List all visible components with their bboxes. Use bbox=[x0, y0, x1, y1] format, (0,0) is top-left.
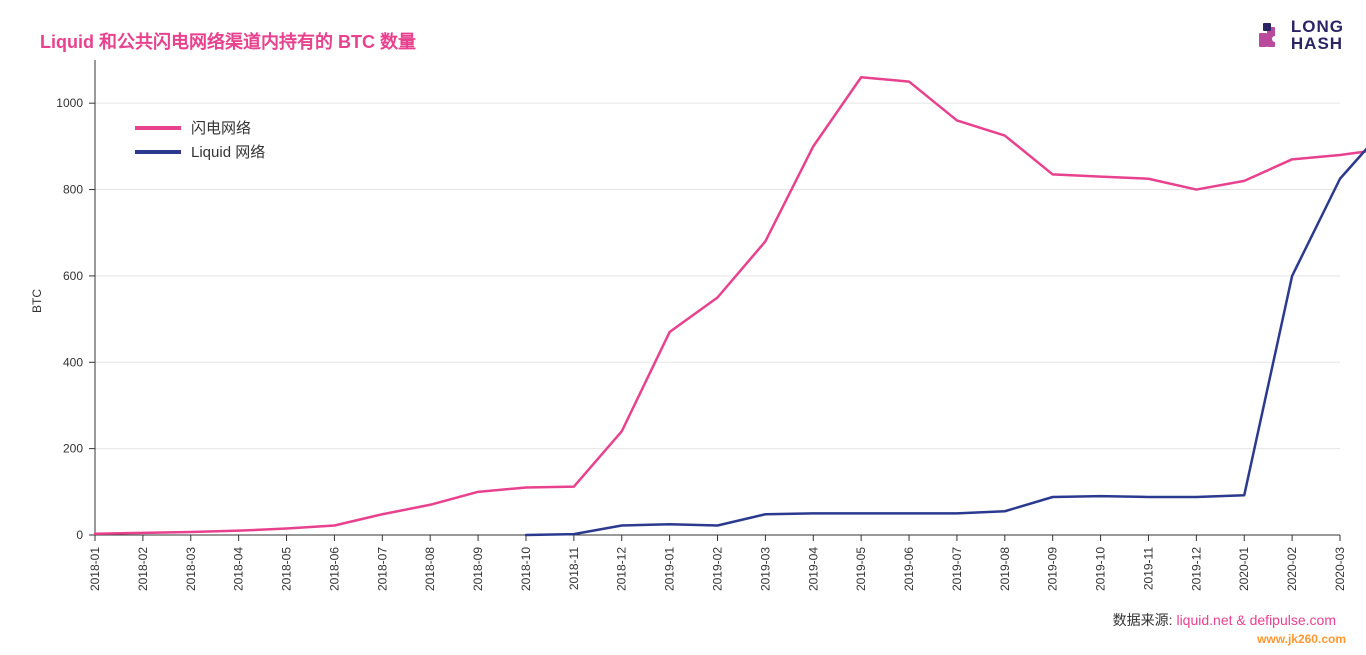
source-value: liquid.net & defipulse.com bbox=[1176, 612, 1336, 628]
svg-text:2018-07: 2018-07 bbox=[375, 547, 389, 591]
data-source: 数据来源: liquid.net & defipulse.com bbox=[1113, 610, 1336, 630]
source-label: 数据来源: bbox=[1113, 612, 1177, 628]
legend-swatch bbox=[135, 150, 181, 154]
svg-text:2018-10: 2018-10 bbox=[519, 547, 533, 591]
svg-text:800: 800 bbox=[63, 183, 83, 197]
svg-text:2018-04: 2018-04 bbox=[232, 547, 246, 591]
svg-text:2019-04: 2019-04 bbox=[806, 547, 820, 591]
svg-text:2019-08: 2019-08 bbox=[998, 547, 1012, 591]
svg-text:2018-06: 2018-06 bbox=[327, 547, 341, 591]
svg-text:2018-11: 2018-11 bbox=[567, 547, 581, 590]
svg-text:2018-03: 2018-03 bbox=[184, 547, 198, 591]
legend-label: 闪电网络 bbox=[191, 117, 251, 138]
svg-text:2019-09: 2019-09 bbox=[1046, 547, 1060, 591]
legend-item: Liquid 网络 bbox=[135, 141, 265, 162]
svg-text:2019-01: 2019-01 bbox=[663, 547, 677, 591]
svg-text:2019-11: 2019-11 bbox=[1141, 547, 1155, 590]
watermark: www.jk260.com bbox=[1257, 632, 1346, 646]
svg-text:2019-07: 2019-07 bbox=[950, 547, 964, 591]
legend-label: Liquid 网络 bbox=[191, 141, 265, 162]
svg-text:200: 200 bbox=[63, 442, 83, 456]
svg-text:2019-02: 2019-02 bbox=[711, 547, 725, 591]
svg-text:2020-02: 2020-02 bbox=[1285, 547, 1299, 591]
svg-text:2018-01: 2018-01 bbox=[88, 547, 102, 591]
legend-item: 闪电网络 bbox=[135, 117, 265, 138]
svg-text:2019-06: 2019-06 bbox=[902, 547, 916, 591]
svg-text:0: 0 bbox=[76, 528, 83, 542]
svg-text:2019-12: 2019-12 bbox=[1189, 547, 1203, 591]
svg-text:2018-12: 2018-12 bbox=[615, 547, 629, 591]
svg-text:2019-10: 2019-10 bbox=[1094, 547, 1108, 591]
svg-text:600: 600 bbox=[63, 269, 83, 283]
svg-text:2019-05: 2019-05 bbox=[854, 547, 868, 591]
y-axis-label: BTC bbox=[30, 289, 44, 313]
chart: 0 200 400 600 800 1000 2018-01 2018-02 2018-03 20… bbox=[0, 0, 1366, 650]
chart-svg: 0 200 400 600 800 1000 2018-01 2018-02 2018-03 20… bbox=[0, 0, 1366, 650]
svg-text:2018-09: 2018-09 bbox=[471, 547, 485, 591]
svg-text:2020-01: 2020-01 bbox=[1237, 547, 1251, 591]
svg-text:2020-03: 2020-03 bbox=[1333, 547, 1347, 591]
legend: 闪电网络 Liquid 网络 bbox=[125, 108, 275, 171]
svg-text:2018-02: 2018-02 bbox=[136, 547, 150, 591]
svg-text:2018-08: 2018-08 bbox=[423, 547, 437, 591]
legend-swatch bbox=[135, 126, 181, 130]
svg-text:400: 400 bbox=[63, 355, 83, 369]
svg-text:2019-03: 2019-03 bbox=[758, 547, 772, 591]
svg-text:2018-05: 2018-05 bbox=[280, 547, 294, 591]
svg-text:1000: 1000 bbox=[56, 96, 83, 110]
